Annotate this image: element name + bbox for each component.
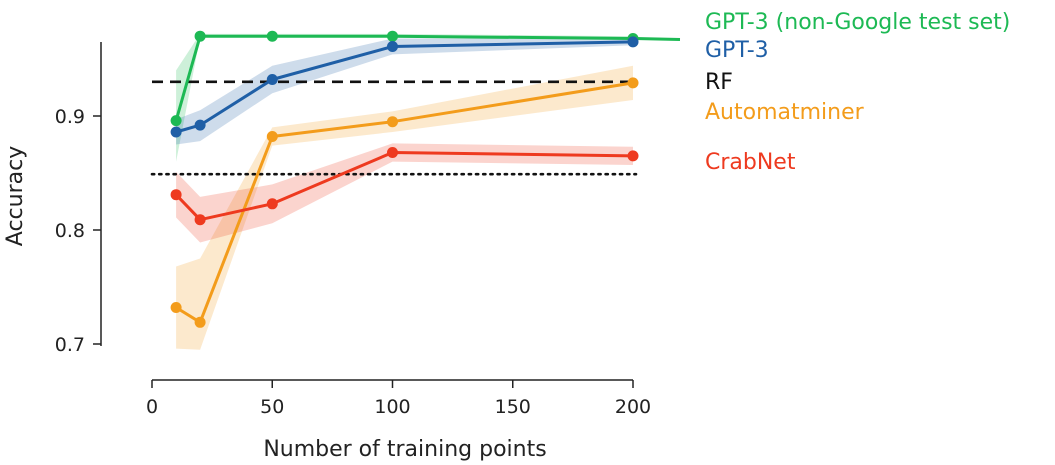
point-gpt-3-200 <box>627 36 639 48</box>
point-gpt-3-50 <box>266 74 278 85</box>
x-ticks: 0 50 100 150 200 <box>146 380 651 418</box>
y-tick-label-0.9: 0.9 <box>55 106 85 128</box>
x-axis-title: Number of training points <box>263 437 546 462</box>
series-points <box>170 30 639 328</box>
point-automatminer-10 <box>170 302 182 313</box>
legend-crabnet: CrabNet <box>705 150 796 175</box>
band-crabnet <box>176 143 633 243</box>
point-crabnet-200 <box>627 150 639 162</box>
point-automatminer-200 <box>627 77 639 89</box>
legend-gpt-3: GPT-3 <box>705 38 769 63</box>
confidence-bands <box>176 33 633 350</box>
band-gpt-3 <box>176 38 633 145</box>
point-gpt-3-non-google-test-set-20 <box>194 30 206 42</box>
x-tick-label-100: 100 <box>374 396 410 418</box>
band-automatminer <box>176 65 633 350</box>
point-gpt-3-non-google-test-set-10 <box>170 115 182 127</box>
y-axis-title: Accuracy <box>3 146 28 246</box>
y-ticks: 0.7 0.8 0.9 <box>55 106 101 356</box>
point-gpt-3-10 <box>170 126 182 138</box>
legend-automatminer: Automatminer <box>705 100 865 125</box>
point-crabnet-100 <box>387 147 398 158</box>
axes: 0.7 0.8 0.9 0 50 100 150 200 <box>55 42 651 418</box>
legend-gpt-3-non-google-test-set: GPT-3 (non-Google test set) <box>705 10 1010 35</box>
point-gpt-3-non-google-test-set-50 <box>266 30 278 42</box>
point-crabnet-50 <box>266 198 278 210</box>
x-tick-label-0: 0 <box>146 396 158 418</box>
point-automatminer-20 <box>194 316 206 328</box>
x-tick-label-50: 50 <box>260 396 284 418</box>
legend-rf: RF <box>705 70 733 95</box>
point-automatminer-50 <box>266 131 278 142</box>
y-tick-label-0.8: 0.8 <box>55 220 85 242</box>
point-gpt-3-100 <box>387 41 398 52</box>
reference-lines <box>150 80 638 176</box>
point-crabnet-10 <box>170 189 182 201</box>
point-gpt-3-non-google-test-set-100 <box>387 30 398 42</box>
x-tick-label-150: 150 <box>495 396 531 418</box>
point-gpt-3-20 <box>194 119 206 131</box>
line-gpt-3-non-google-test-set <box>174 34 681 122</box>
y-tick-label-0.7: 0.7 <box>55 334 85 356</box>
legend: GPT-3 (non-Google test set) GPT-3 RF Automa… <box>705 10 1010 175</box>
point-crabnet-20 <box>194 214 206 226</box>
point-automatminer-100 <box>387 116 398 128</box>
x-tick-label-200: 200 <box>615 396 651 418</box>
